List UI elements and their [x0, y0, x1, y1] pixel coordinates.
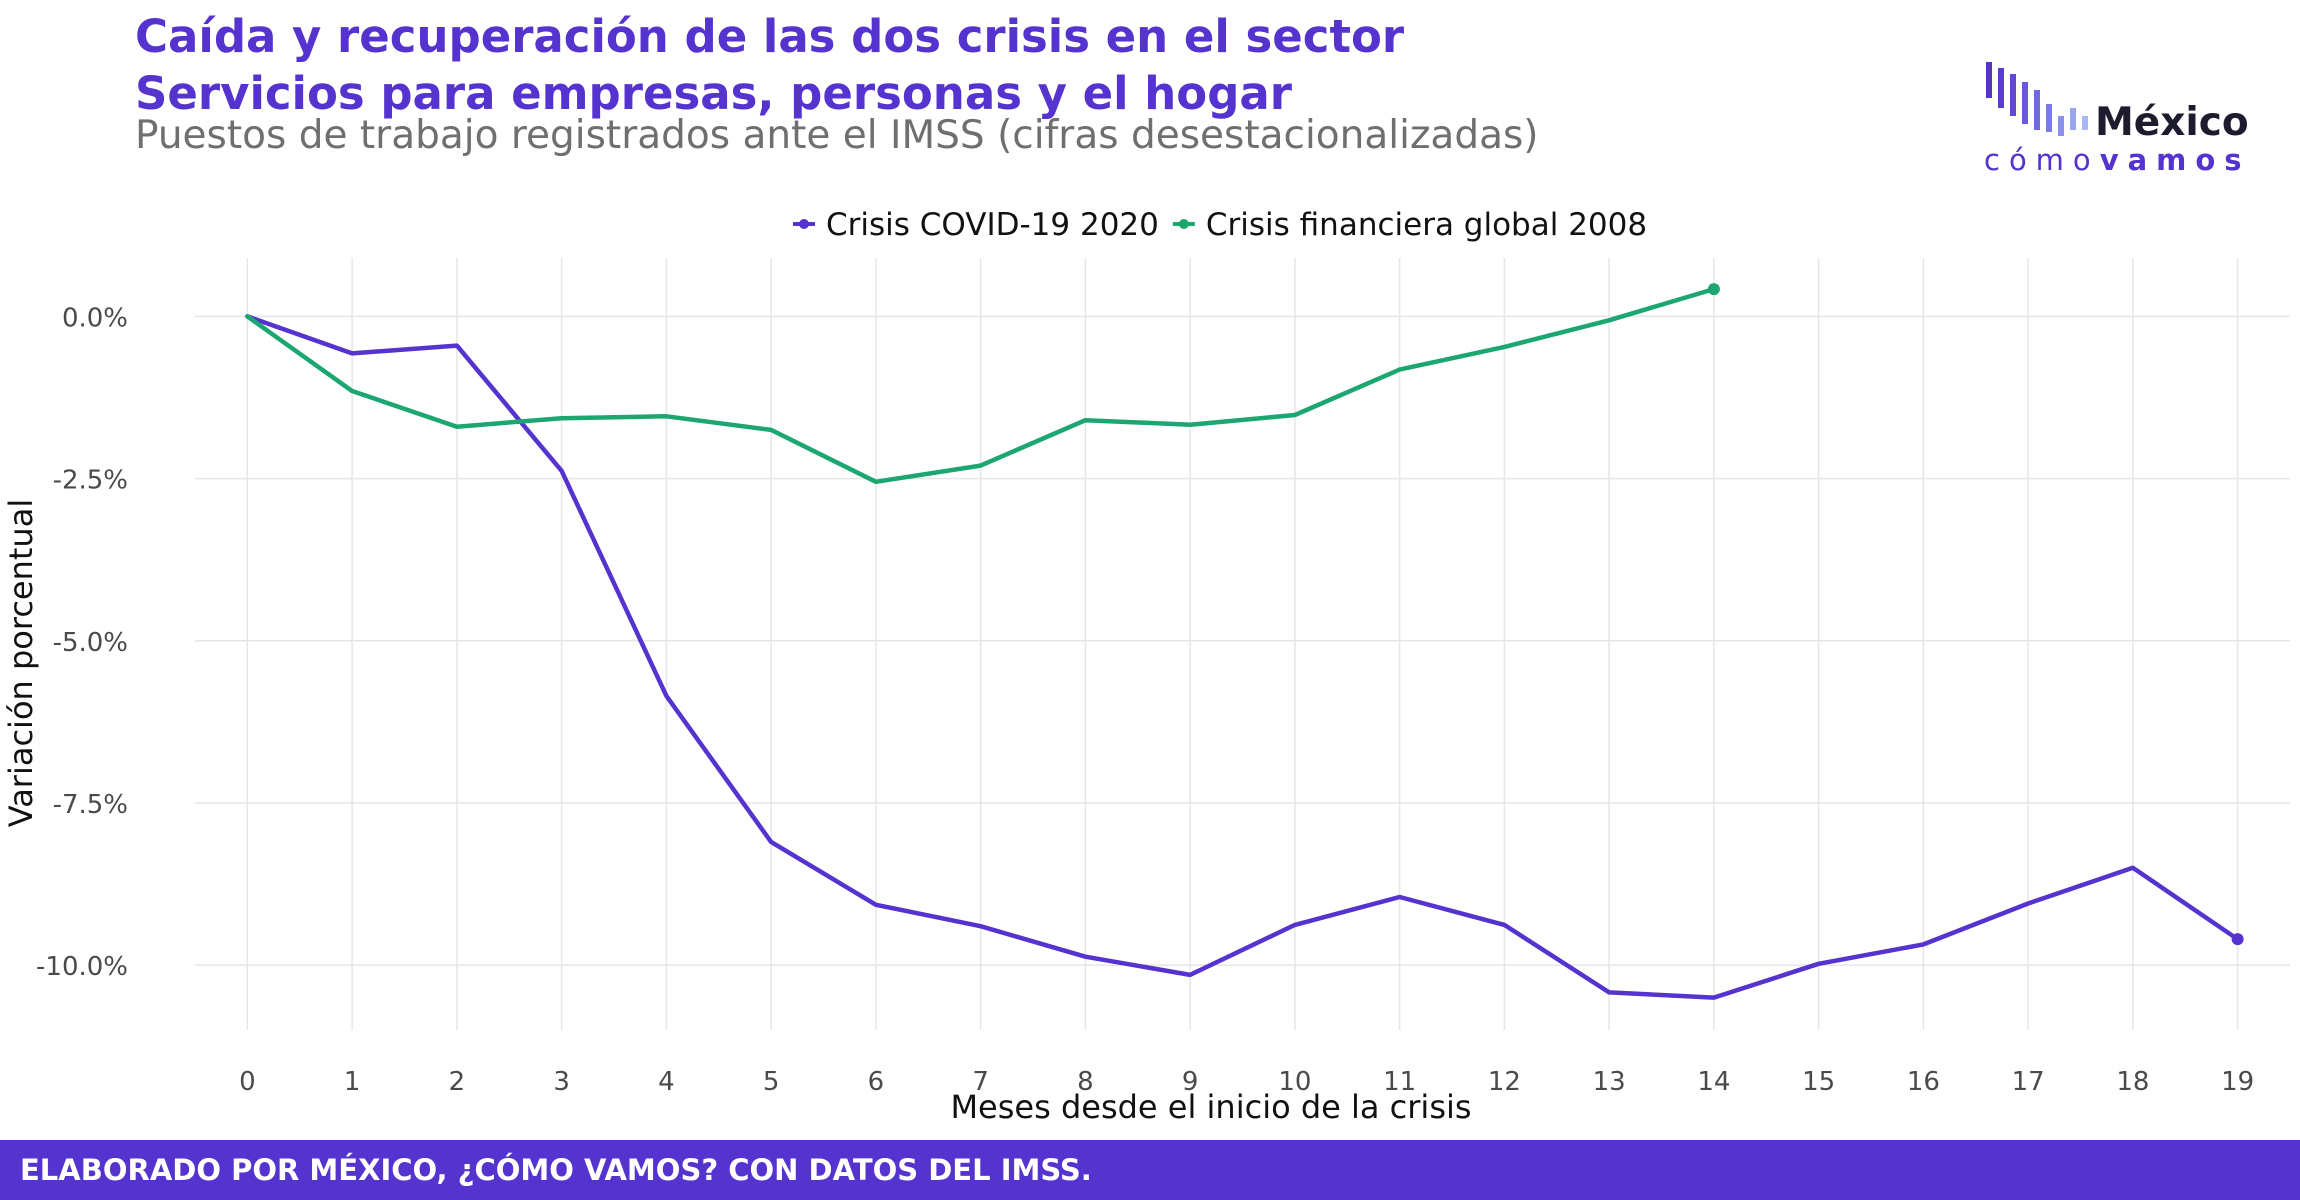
legend-label-1: Crisis COVID-19 2020	[826, 207, 1159, 243]
series-line-1	[245, 314, 2240, 1000]
line-chart: 0.0%-2.5%-5.0%-7.5%-10.0% 0 1 2 3 4 5 6 7 8 9 10 11…	[2, 207, 2290, 1126]
x-tick-label: 15	[1802, 1067, 1835, 1097]
chart-subtitle: Puestos de trabajo registrados ante el I…	[135, 113, 1539, 158]
y-tick-label: -2.5%	[53, 466, 128, 496]
x-tick-label: 6	[868, 1067, 885, 1097]
series-lines	[245, 283, 2244, 1000]
x-tick-label: 13	[1593, 1067, 1626, 1097]
legend: Crisis COVID-19 2020 Crisis financiera gl…	[793, 207, 1647, 243]
x-tick-label: 11	[1383, 1067, 1416, 1097]
x-tick-label: 2	[449, 1067, 466, 1097]
x-axis-label: Meses desde el inicio de la crisis	[950, 1088, 1471, 1126]
series-end-point-2	[1707, 283, 1720, 296]
x-tick-label: 16	[1907, 1067, 1940, 1097]
x-tick-label: 10	[1278, 1067, 1311, 1097]
series-line-2	[245, 286, 1717, 485]
x-tick-label: 18	[2116, 1067, 2149, 1097]
series-end-point-1	[2231, 933, 2244, 946]
logo-word: México	[2095, 100, 2249, 145]
legend-swatch-dot-2	[1178, 219, 1189, 229]
x-tick-label: 19	[2221, 1067, 2254, 1097]
chart-title: Caída y recuperación de las dos crisis e…	[135, 8, 1404, 122]
y-tick-label: -5.0%	[53, 628, 128, 658]
x-tick-label: 5	[763, 1067, 780, 1097]
x-tick-label: 0	[239, 1067, 256, 1097]
x-tick-label: 14	[1697, 1067, 1730, 1097]
footer-bar: ELABORADO POR MÉXICO, ¿CÓMO VAMOS? CON D…	[0, 1140, 2300, 1200]
legend-swatch-dot-1	[799, 219, 809, 229]
x-tick-label: 12	[1488, 1067, 1521, 1097]
x-tick-label: 7	[972, 1067, 989, 1097]
logo-bars-icon	[1986, 62, 2088, 136]
chart-title-line-1: Caída y recuperación de las dos crisis e…	[135, 10, 1405, 63]
footer-credit: ELABORADO POR MÉXICO, ¿CÓMO VAMOS? CON D…	[20, 1153, 1092, 1187]
y-axis-ticks: 0.0% -2.5% -5.0% -7.5% -10.0%	[36, 303, 128, 982]
y-tick-label: 0.0%	[62, 303, 128, 333]
y-tick-label: -7.5%	[53, 790, 128, 820]
y-tick-label: -10.0%	[36, 952, 128, 982]
logo-tagline: cómovamos	[1984, 143, 2251, 177]
logo: México cómovamos	[1980, 58, 2260, 178]
x-tick-label: 17	[2012, 1067, 2045, 1097]
x-tick-label: 9	[1182, 1067, 1199, 1097]
x-tick-label: 1	[344, 1067, 361, 1097]
legend-label-2: Crisis financiera global 2008	[1206, 207, 1647, 243]
x-tick-label: 3	[553, 1067, 570, 1097]
y-axis-label: Variación porcentual	[2, 499, 40, 827]
gridlines	[195, 258, 2290, 1030]
x-axis-ticks: 0 1 2 3 4 5 6 7 8 9 10 11 12 13 14 15 16 17 18 19	[239, 1067, 2254, 1097]
chart-title-line-2: Servicios para empresas, personas y el h…	[135, 67, 1292, 120]
x-tick-label: 4	[658, 1067, 675, 1097]
x-tick-label: 8	[1077, 1067, 1094, 1097]
logo-tagline-light: cómo	[1984, 143, 2100, 177]
logo-tagline-bold: vamos	[2099, 143, 2251, 177]
